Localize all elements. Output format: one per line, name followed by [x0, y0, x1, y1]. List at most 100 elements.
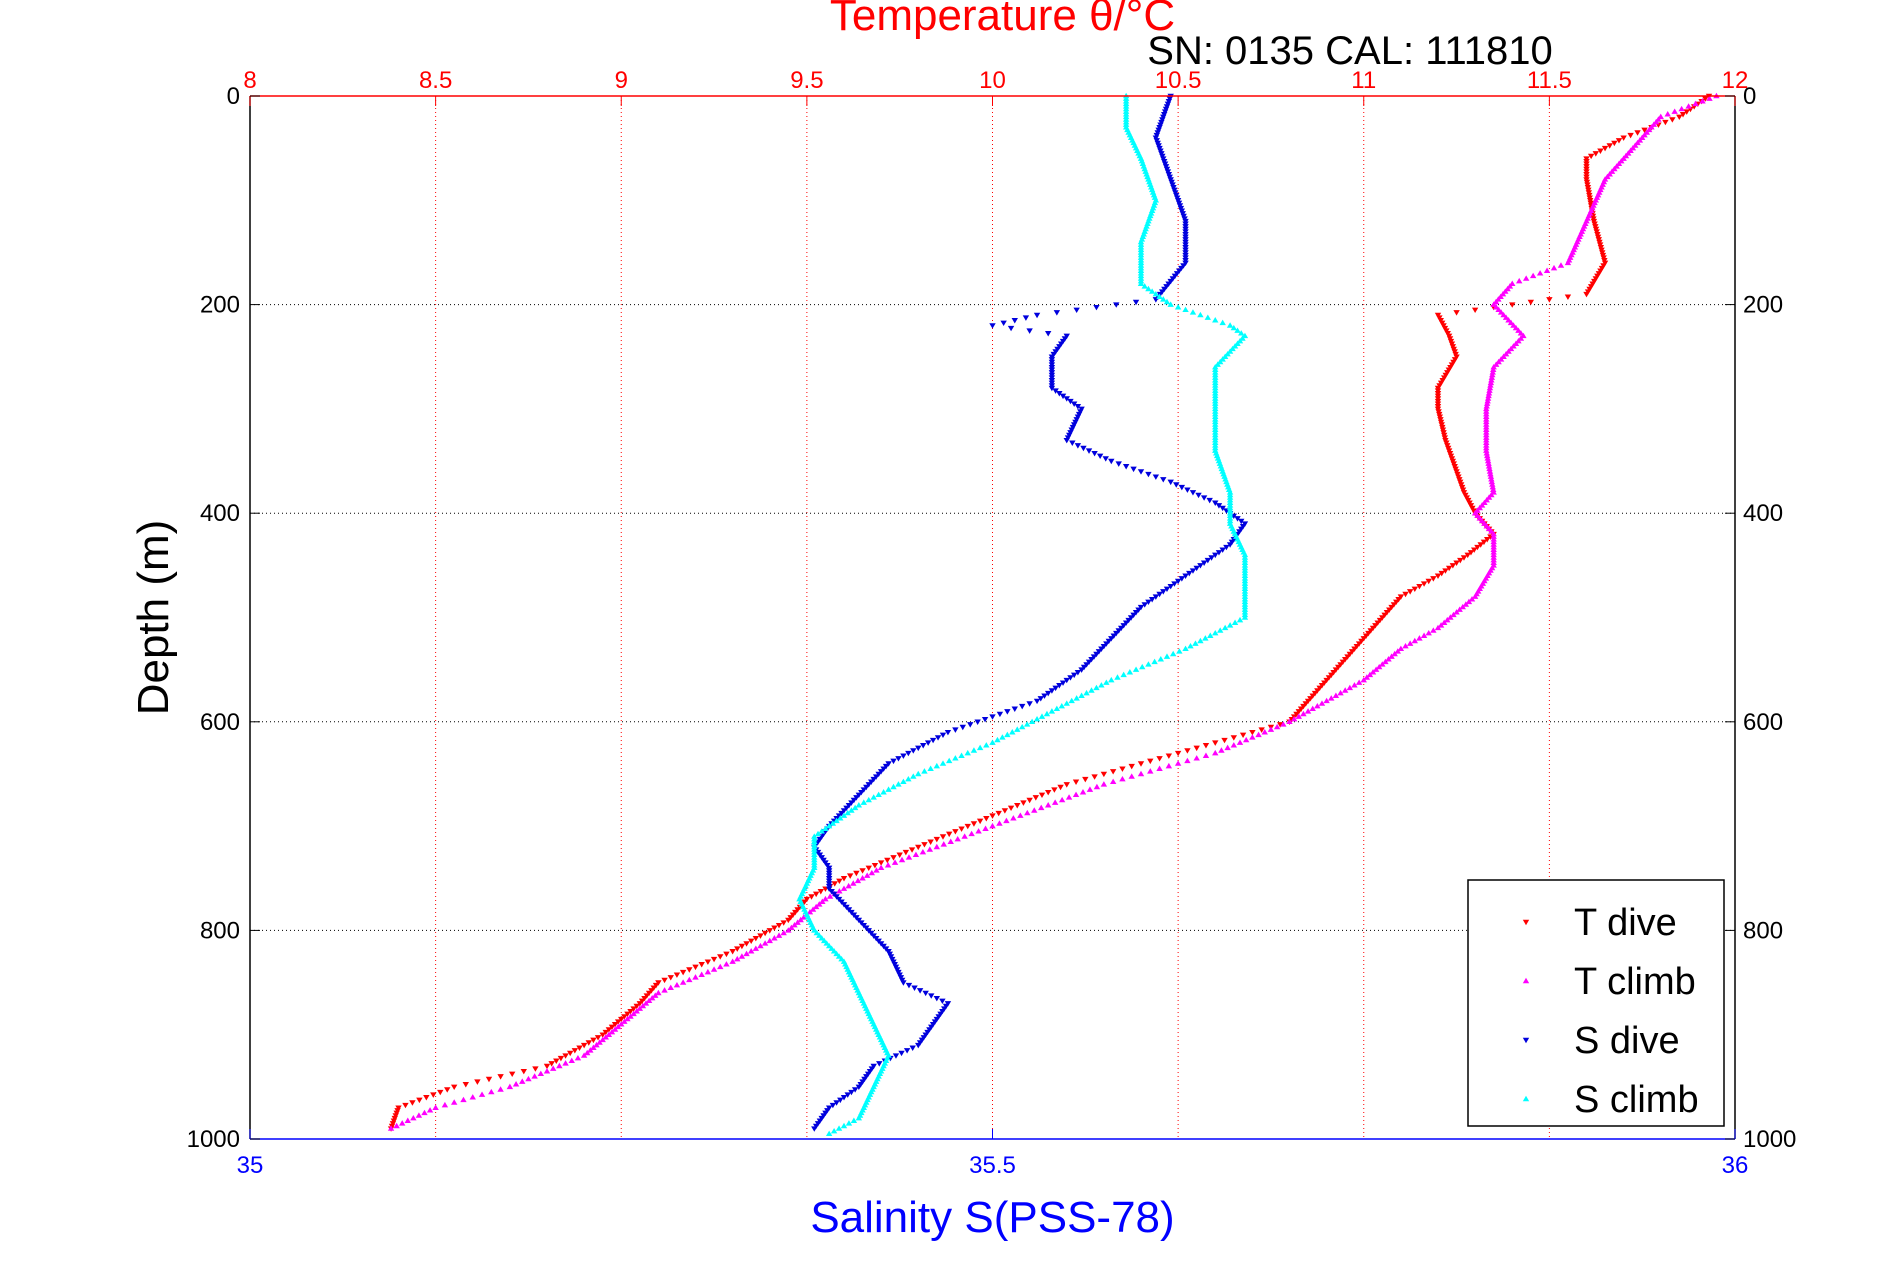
s-climb-point	[1214, 361, 1221, 367]
s-climb-point	[1197, 637, 1204, 644]
t-climb-point	[1346, 684, 1354, 691]
t-climb-point	[1385, 656, 1392, 662]
t-climb-point	[1487, 379, 1495, 386]
s-climb-point	[821, 937, 828, 944]
t-dive-point	[1474, 544, 1481, 551]
t-climb-point	[460, 1096, 467, 1103]
t-climb-point	[954, 835, 961, 842]
s-dive-point	[1073, 307, 1080, 314]
s-climb-point	[927, 765, 934, 771]
s-climb-point	[855, 802, 863, 808]
t-climb-point	[1100, 781, 1108, 787]
s-climb-point	[1132, 666, 1140, 672]
s-climb-point	[1212, 629, 1219, 636]
t-climb-point	[819, 898, 826, 904]
t-climb-point	[574, 1054, 582, 1061]
t-climb-point	[642, 1000, 650, 1006]
t-dive-point	[1082, 776, 1089, 783]
t-climb-point	[410, 1114, 417, 1121]
t-climb-point	[1486, 387, 1493, 393]
t-dive-point	[921, 842, 928, 848]
t-dive-point	[1420, 581, 1428, 587]
t-climb-point	[679, 979, 687, 985]
s-climb-point	[830, 948, 838, 954]
s-climb-point	[1212, 317, 1219, 323]
t-climb-point	[568, 1057, 575, 1064]
t-dive-point	[1509, 302, 1516, 308]
s-dive-point	[1044, 331, 1052, 337]
s-dive-point	[909, 1045, 916, 1051]
t-dive-point	[846, 873, 854, 879]
t-climb-point	[1273, 723, 1281, 730]
s-climb-point	[1226, 348, 1234, 354]
t-dive-point	[1239, 732, 1247, 739]
s-dive-point	[1189, 490, 1197, 496]
depth-tick-label-right: 600	[1743, 709, 1783, 736]
t-climb-point	[1485, 390, 1493, 396]
t-climb-point	[506, 1083, 514, 1090]
t-climb-point	[1290, 715, 1298, 722]
t-climb-point	[1678, 105, 1685, 112]
t-climb-point	[450, 1099, 458, 1105]
data-points	[387, 92, 1720, 1137]
t-climb-point	[1360, 676, 1367, 683]
s-dive-point	[905, 750, 912, 757]
t-dive-point	[1026, 797, 1033, 804]
t-climb-point	[757, 942, 764, 949]
t-climb-point	[1332, 692, 1340, 698]
s-climb-point	[1163, 653, 1171, 659]
t-climb-point	[633, 1008, 640, 1014]
t-climb-point	[989, 822, 996, 829]
t-dive-point	[532, 1066, 539, 1072]
t-dive-point	[933, 836, 941, 843]
t-dive-point	[983, 816, 990, 822]
s-climb-point	[844, 809, 851, 816]
s-dive-point	[1223, 544, 1230, 551]
s-dive-point	[1130, 466, 1137, 473]
t-climb-point	[788, 924, 795, 931]
t-climb-point	[771, 935, 778, 941]
t-climb-point	[1218, 747, 1225, 753]
t-climb-point	[1314, 702, 1321, 709]
t-dive-point	[958, 826, 965, 832]
t-climb-point	[1536, 270, 1544, 276]
s-climb-point	[1156, 293, 1163, 300]
s-climb-point	[1098, 682, 1105, 688]
t-climb-point	[1430, 627, 1437, 633]
t-climb-point	[1510, 322, 1517, 328]
depth-tick-label-left: 1000	[187, 1126, 240, 1153]
t-climb-point	[884, 862, 892, 868]
t-climb-point	[441, 1101, 449, 1108]
s-climb-point	[1182, 306, 1189, 313]
s-dive-point	[1178, 484, 1186, 491]
t-dive-point	[553, 1058, 560, 1064]
s-climb-point	[825, 1130, 833, 1137]
t-climb-point	[661, 987, 668, 993]
t-climb-point	[912, 851, 920, 858]
s-dive-point	[1160, 589, 1167, 595]
t-climb-point	[1507, 345, 1515, 352]
s-dive-point	[1053, 310, 1061, 316]
t-dive-point	[686, 967, 693, 973]
t-dive-point	[723, 951, 730, 958]
t-climb-point	[1119, 775, 1126, 782]
s-dive-point	[981, 716, 989, 723]
s-climb-point	[1219, 319, 1226, 326]
t-climb-point	[497, 1086, 504, 1092]
t-climb-point	[1685, 103, 1692, 109]
t-dive-point	[812, 891, 820, 898]
t-climb-point	[1520, 332, 1527, 339]
t-climb-point	[652, 992, 659, 998]
t-climb-point	[1485, 463, 1493, 469]
t-dive-point	[1051, 787, 1058, 793]
t-climb-point	[1017, 812, 1024, 818]
s-climb-point	[1176, 648, 1183, 654]
s-climb-point	[1197, 311, 1204, 318]
s-climb-point	[1004, 731, 1011, 738]
s-climb-point	[1023, 721, 1031, 727]
s-climb-point	[964, 749, 971, 756]
t-dive-point	[1193, 745, 1200, 752]
t-climb-point	[1425, 629, 1432, 636]
s-dive-point	[837, 1097, 844, 1104]
s-climb-point	[1231, 343, 1239, 349]
